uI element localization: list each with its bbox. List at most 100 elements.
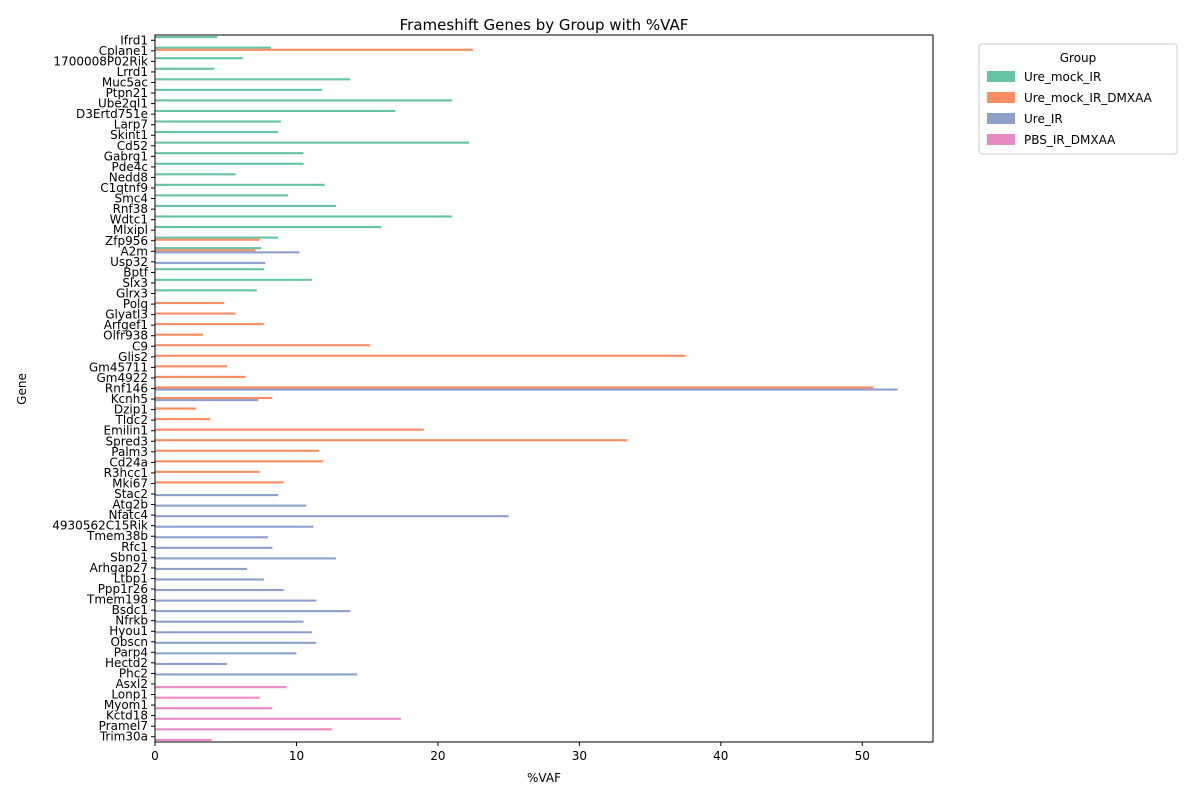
legend-items: Ure_mock_IR Ure_mock_IR_DMXAA Ure_IR PBS_IR… (987, 70, 1153, 147)
bar-ure-mock-ir-a2m (155, 247, 262, 250)
x-tick-label: 20 (430, 749, 445, 763)
bar-ure-ir-hectd2 (155, 662, 228, 665)
bar-ure-mock-ir-dmxaa-a2m (155, 249, 256, 252)
bar-ure-ir-ltbp1 (155, 578, 264, 581)
y-tick-label: 4930562C15Rik (52, 519, 148, 533)
y-tick-label: Obscn (110, 635, 148, 649)
chart-title: Frameshift Genes by Group with %VAF (400, 16, 689, 34)
bar-ure-mock-ir-lrrd1 (155, 67, 215, 70)
y-tick-label: Nedd8 (109, 170, 148, 184)
y-tick-label: Tldc2 (114, 413, 148, 427)
x-tick-label: 50 (855, 749, 870, 763)
y-tick-label: Bsdc1 (112, 603, 148, 617)
legend-label-ure-mock-ir-dmxaa: Ure_mock_IR_DMXAA (1024, 91, 1153, 105)
y-tick-label: Tmem198 (86, 593, 148, 607)
y-tick-label: Arhgap27 (90, 561, 148, 575)
y-tick-label: Nfatc4 (109, 508, 149, 522)
legend-frame (978, 43, 1178, 155)
bar-ure-mock-ir-ube2ql1 (155, 99, 453, 102)
y-tick-label: Stac2 (114, 487, 148, 501)
y-tick-label: Slx3 (122, 276, 148, 290)
y-tick-label: Muc5ac (102, 75, 148, 89)
bar-ure-mock-ir-dmxaa-dzip1 (155, 407, 197, 410)
bar-ure-mock-ir-dmxaa-cplane1 (155, 48, 474, 51)
bar-ure-mock-ir-skint1 (155, 131, 279, 134)
y-tick-label: Spred3 (105, 434, 148, 448)
bar-ure-ir-hyou1 (155, 631, 313, 634)
bar-pbs-ir-dmxaa-trim30a (155, 738, 212, 741)
bars-layer (155, 36, 898, 741)
y-tick-label: Parp4 (114, 645, 148, 659)
y-tick-label: Nfrkb (115, 614, 148, 628)
bar-ure-mock-ir-ptpn21 (155, 88, 322, 91)
y-axis-label: Gene (15, 373, 29, 405)
y-tick-label: Glyatl3 (105, 308, 148, 322)
y-tick-label: Cd24a (109, 455, 148, 469)
y-tick-label: Rnf38 (113, 202, 148, 216)
y-tick-label: Ltbp1 (114, 571, 148, 585)
bar-ure-mock-ir-zfp956 (155, 236, 279, 239)
y-tick-label: D3Ertd751e (76, 107, 148, 121)
legend: Group Ure_mock_IR Ure_mock_IR_DMXAA Ure_IR… (978, 43, 1178, 155)
y-tick-label: Palm3 (111, 445, 148, 459)
bar-ure-mock-ir-dmxaa-gm45711 (155, 365, 228, 368)
bar-ure-mock-ir-rnf38 (155, 204, 337, 208)
y-tick-label: Atg2b (112, 498, 148, 512)
y-tick-label: Phc2 (119, 666, 148, 680)
bar-ure-ir-usp32 (155, 261, 266, 264)
bar-ure-mock-ir-dmxaa-r3hcc1 (155, 470, 260, 473)
bar-ure-ir-stac2 (155, 494, 279, 497)
bar-ure-mock-ir-dmxaa-glyatl3 (155, 312, 236, 315)
bar-ure-mock-ir-dmxaa-kcnh5 (155, 396, 273, 400)
y-tick-label: C9 (132, 339, 148, 353)
bar-ure-mock-ir-wdtc1 (155, 215, 453, 218)
y-tick-label: Tmem38b (86, 529, 148, 543)
bar-ure-mock-ir-dmxaa-glis2 (155, 354, 686, 357)
y-tick-label: Usp32 (110, 255, 148, 269)
y-tick-label: Ifrd1 (120, 33, 148, 47)
bar-ure-mock-ir-ifrd1 (155, 36, 218, 39)
y-tick-labels: Ifrd1Cplane11700008P02RikLrrd1Muc5acPtpn… (52, 33, 155, 744)
legend-label-ure-mock-ir: Ure_mock_IR (1024, 70, 1101, 84)
legend-swatch-pbs-ir-dmxaa (987, 134, 1015, 145)
y-tick-label: Sbno1 (110, 550, 148, 564)
bar-ure-mock-ir-1700008p02rik (155, 57, 243, 60)
y-tick-label: Rfc1 (121, 540, 148, 554)
bar-ure-mock-ir-d3ertd751e (155, 109, 396, 113)
bar-ure-mock-ir-muc5ac (155, 78, 351, 81)
bar-ure-mock-ir-cd52 (155, 141, 470, 144)
y-tick-label: Rnf146 (105, 382, 148, 396)
legend-label-pbs-ir-dmxaa: PBS_IR_DMXAA (1024, 133, 1116, 147)
bar-pbs-ir-dmxaa-pramel7 (155, 728, 332, 731)
y-tick-label: C1qtnf9 (100, 181, 148, 195)
y-tick-label: Pramel7 (99, 719, 148, 733)
bar-ure-mock-ir-dmxaa-c9 (155, 344, 371, 347)
bar-ure-mock-ir-glrx3 (155, 289, 257, 292)
y-tick-label: Hectd2 (105, 656, 148, 670)
bar-ure-ir-tmem198 (155, 599, 317, 602)
y-tick-label: Hyou1 (109, 624, 148, 638)
y-tick-label: Gm45711 (89, 360, 148, 374)
bar-ure-ir-phc2 (155, 673, 358, 676)
y-tick-label: Cplane1 (99, 44, 148, 58)
y-tick-label: Zfp956 (105, 234, 148, 248)
bar-ure-ir-4930562c15rik (155, 525, 314, 528)
y-tick-label: Ptpn21 (106, 86, 148, 100)
bar-pbs-ir-dmxaa-asxl2 (155, 686, 287, 689)
y-tick-label: Mlxipl (113, 223, 148, 237)
bar-ure-mock-ir-dmxaa-palm3 (155, 449, 320, 452)
y-tick-label: Emilin1 (103, 424, 148, 438)
y-tick-label: Lrrd1 (117, 65, 148, 79)
bar-ure-mock-ir-nedd8 (155, 173, 236, 176)
y-tick-label: Kcnh5 (111, 392, 148, 406)
bar-ure-ir-nfrkb (155, 620, 304, 623)
legend-title: Group (1060, 51, 1097, 65)
bar-ure-ir-nfatc4 (155, 515, 509, 518)
y-tick-label: Olfr938 (103, 329, 148, 343)
y-tick-label: Ppp1r26 (98, 582, 148, 596)
y-tick-label: Larp7 (114, 118, 148, 132)
legend-swatch-ure-mock-ir-dmxaa (987, 92, 1015, 103)
bar-ure-mock-ir-dmxaa-cd24a (155, 460, 324, 463)
bar-ure-ir-atg2b (155, 504, 307, 507)
bar-ure-ir-parp4 (155, 652, 297, 655)
